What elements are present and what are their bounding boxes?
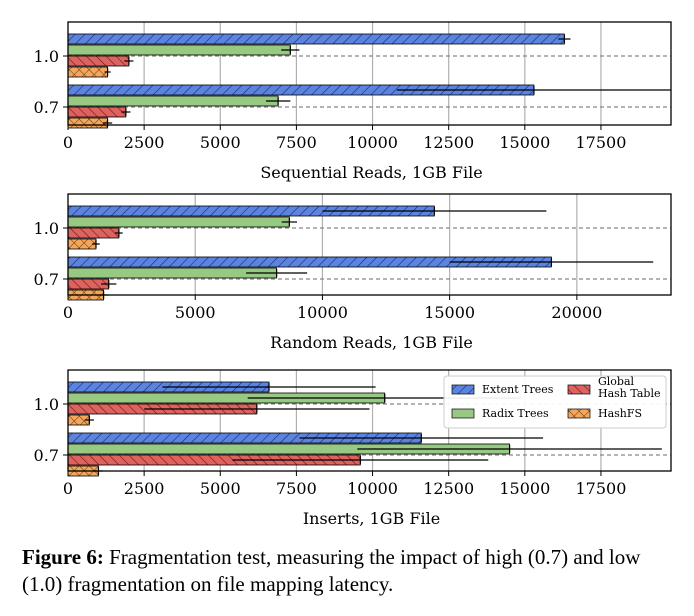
axes-frame <box>67 369 672 472</box>
x-tick-label: 15000 <box>424 303 475 322</box>
caption-text: Fragmentation test, measuring the impact… <box>22 545 641 596</box>
caption-label: Figure 6: <box>22 545 104 569</box>
figure-caption: Figure 6: Fragmentation test, measuring … <box>22 544 682 598</box>
legend-label: Extent Trees <box>482 383 554 396</box>
bar-hatch <box>68 415 90 425</box>
x-tick-label: 17500 <box>576 133 627 152</box>
x-tick-label: 10000 <box>347 479 398 498</box>
bar-hatch <box>68 257 552 267</box>
x-axis-label: Sequential Reads, 1GB File <box>260 163 482 182</box>
bar <box>68 96 279 106</box>
x-tick-label: 12500 <box>423 133 474 152</box>
bar-hatch <box>68 118 108 128</box>
bar-hatch <box>68 67 108 77</box>
x-axis-label: Inserts, 1GB File <box>303 509 440 528</box>
y-tick-label: 1.0 <box>34 395 59 414</box>
x-tick-label: 17500 <box>576 479 627 498</box>
bar <box>68 393 385 403</box>
bar <box>68 45 291 55</box>
bar-hatch <box>68 279 109 289</box>
x-tick-label: 0 <box>63 133 73 152</box>
chart-panel-2: 1.0 0.70 5000 10000 15000 20000 Random Reads, … <box>34 193 672 352</box>
x-tick-label: 20000 <box>551 303 602 322</box>
x-tick-label: 10000 <box>347 133 398 152</box>
y-tick-label: 1.0 <box>34 219 59 238</box>
x-tick-label: 0 <box>63 303 73 322</box>
bar-hatch <box>68 239 96 249</box>
bar-hatch <box>68 34 565 44</box>
x-tick-label: 2500 <box>124 479 165 498</box>
x-tick-label: 7500 <box>276 133 317 152</box>
bar <box>68 444 510 454</box>
bar <box>68 217 290 227</box>
axes-frame <box>67 193 672 296</box>
x-tick-label: 12500 <box>423 479 474 498</box>
x-tick-label: 15000 <box>499 133 550 152</box>
x-tick-label: 7500 <box>276 479 317 498</box>
x-tick-label: 0 <box>63 479 73 498</box>
legend-label: Global Hash Table <box>598 375 661 400</box>
legend-swatch <box>451 384 475 395</box>
chart-panel-1: 1.0 0.70 2500 5000 7500 10000 12500 15000 17500 S… <box>34 21 672 182</box>
legend-box <box>443 375 667 429</box>
bar-hatch <box>68 206 435 216</box>
legend-swatch <box>451 408 475 419</box>
bar <box>68 268 277 278</box>
y-tick-label: 1.0 <box>34 47 59 66</box>
bar-hatch <box>68 228 119 238</box>
x-tick-label: 5000 <box>175 303 216 322</box>
bar-hatch <box>68 433 422 443</box>
x-tick-label: 10000 <box>297 303 348 322</box>
x-axis-label: Random Reads, 1GB File <box>270 333 473 352</box>
x-tick-label: 5000 <box>200 133 241 152</box>
y-tick-label: 0.7 <box>34 446 59 465</box>
y-tick-label: 0.7 <box>34 98 59 117</box>
x-tick-label: 2500 <box>124 133 165 152</box>
figure: 1.00.70 2500 5000 7500 10000 12500 15000 17500S… <box>34 21 672 528</box>
axes-frame <box>67 21 672 126</box>
bar-hatch <box>68 107 126 117</box>
bar-hatch <box>68 56 129 66</box>
chart-panel-3: 1.0 0.70 2500 5000 7500 10000 12500 15000 17500 I… <box>34 369 672 528</box>
bar-hatch <box>68 455 361 465</box>
bar-hatch <box>68 85 534 95</box>
legend-label: Radix Trees <box>482 407 549 420</box>
legend: Extent Trees Global Hash Table Radix Trees H… <box>443 375 667 429</box>
x-tick-label: 5000 <box>200 479 241 498</box>
legend-swatch <box>567 408 591 419</box>
y-tick-label: 0.7 <box>34 270 59 289</box>
x-tick-label: 15000 <box>499 479 550 498</box>
legend-swatch <box>567 384 591 395</box>
legend-label: HashFS <box>598 407 642 420</box>
